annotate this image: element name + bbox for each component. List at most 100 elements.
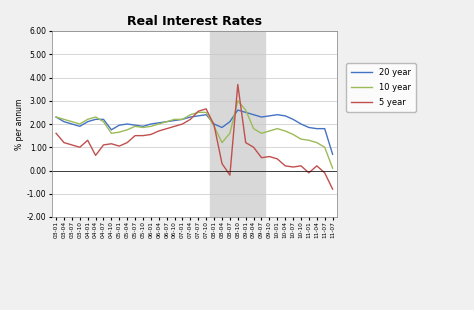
Bar	[210, 31, 265, 217]
20 year	[227, 120, 233, 124]
5 year	[195, 109, 201, 113]
20 year	[77, 124, 82, 128]
20 year	[117, 123, 122, 127]
10 year	[172, 117, 177, 121]
5 year	[61, 141, 67, 144]
20 year	[235, 108, 241, 112]
5 year	[298, 164, 304, 168]
5 year	[100, 143, 106, 147]
5 year	[322, 171, 328, 175]
10 year	[283, 129, 288, 133]
Line: 5 year: 5 year	[56, 84, 333, 189]
5 year	[148, 133, 154, 136]
20 year	[100, 117, 106, 121]
10 year	[259, 131, 264, 135]
10 year	[290, 133, 296, 136]
20 year	[93, 117, 99, 121]
10 year	[251, 127, 256, 131]
5 year	[274, 157, 280, 161]
10 year	[274, 127, 280, 131]
20 year	[132, 123, 138, 127]
20 year	[156, 121, 162, 125]
20 year	[298, 122, 304, 126]
10 year	[132, 124, 138, 128]
20 year	[274, 113, 280, 117]
5 year	[219, 162, 225, 166]
10 year	[180, 117, 185, 121]
20 year	[109, 128, 114, 132]
5 year	[77, 145, 82, 149]
5 year	[172, 124, 177, 128]
20 year	[195, 114, 201, 118]
10 year	[330, 166, 336, 170]
5 year	[53, 131, 59, 135]
10 year	[211, 124, 217, 128]
5 year	[306, 171, 312, 175]
20 year	[85, 120, 91, 124]
20 year	[211, 122, 217, 126]
10 year	[117, 130, 122, 134]
20 year	[61, 120, 67, 124]
10 year	[298, 137, 304, 141]
10 year	[203, 111, 209, 114]
5 year	[124, 141, 130, 144]
20 year	[53, 115, 59, 119]
5 year	[235, 82, 241, 86]
5 year	[259, 156, 264, 160]
20 year	[203, 113, 209, 117]
10 year	[148, 124, 154, 128]
20 year	[314, 127, 319, 131]
10 year	[53, 115, 59, 119]
10 year	[156, 122, 162, 126]
20 year	[180, 117, 185, 121]
5 year	[266, 155, 272, 158]
20 year	[124, 122, 130, 126]
20 year	[219, 126, 225, 129]
10 year	[164, 120, 170, 124]
20 year	[188, 115, 193, 119]
10 year	[188, 113, 193, 117]
20 year	[251, 113, 256, 117]
10 year	[61, 117, 67, 121]
10 year	[314, 141, 319, 144]
20 year	[259, 115, 264, 119]
10 year	[77, 122, 82, 126]
5 year	[243, 141, 248, 144]
20 year	[164, 120, 170, 124]
20 year	[290, 117, 296, 121]
5 year	[93, 153, 99, 157]
5 year	[290, 165, 296, 169]
10 year	[219, 141, 225, 144]
10 year	[195, 111, 201, 114]
10 year	[140, 126, 146, 129]
5 year	[283, 164, 288, 168]
5 year	[180, 122, 185, 126]
20 year	[148, 122, 154, 126]
5 year	[85, 138, 91, 142]
5 year	[117, 144, 122, 148]
5 year	[227, 173, 233, 177]
20 year	[140, 124, 146, 128]
10 year	[124, 128, 130, 132]
20 year	[306, 126, 312, 129]
5 year	[203, 107, 209, 111]
20 year	[330, 152, 336, 156]
20 year	[69, 122, 75, 126]
10 year	[69, 120, 75, 124]
10 year	[227, 131, 233, 135]
5 year	[132, 134, 138, 138]
10 year	[235, 99, 241, 103]
5 year	[69, 143, 75, 147]
5 year	[156, 129, 162, 133]
10 year	[322, 145, 328, 149]
10 year	[85, 117, 91, 121]
5 year	[188, 117, 193, 121]
5 year	[109, 142, 114, 146]
Legend: 20 year, 10 year, 5 year: 20 year, 10 year, 5 year	[346, 63, 416, 112]
20 year	[283, 114, 288, 118]
5 year	[140, 134, 146, 138]
20 year	[322, 127, 328, 131]
10 year	[100, 120, 106, 124]
Title: Real Interest Rates: Real Interest Rates	[127, 16, 262, 29]
5 year	[251, 145, 256, 149]
